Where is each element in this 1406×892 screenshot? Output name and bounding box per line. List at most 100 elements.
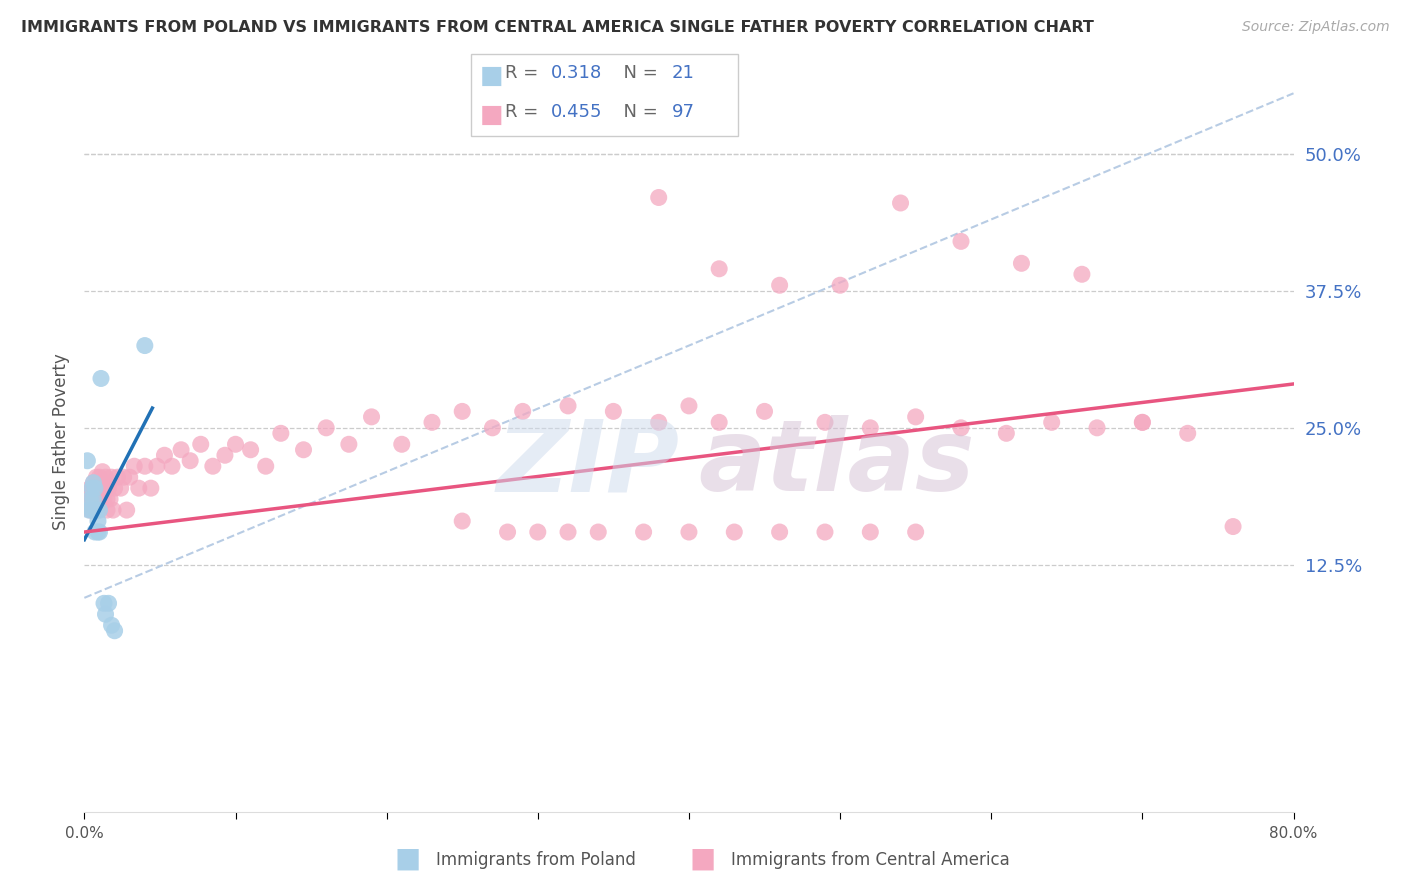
Point — [79, 481, 101, 495]
Text: 0.455: 0.455 — [551, 103, 603, 120]
Point — [170, 442, 193, 457]
Text: Immigrants from Central America: Immigrants from Central America — [731, 851, 1010, 869]
Point — [91, 492, 114, 507]
Point — [1130, 415, 1153, 429]
Point — [315, 421, 337, 435]
Point — [86, 503, 108, 517]
Point — [451, 404, 474, 418]
Point — [769, 278, 792, 293]
Point — [134, 338, 156, 352]
Point — [128, 481, 150, 495]
Point — [94, 470, 117, 484]
Text: Immigrants from Poland: Immigrants from Poland — [436, 851, 636, 869]
Point — [76, 454, 98, 468]
Point — [254, 459, 277, 474]
Point — [769, 524, 792, 539]
Point — [859, 524, 882, 539]
Point — [179, 454, 201, 468]
Point — [859, 421, 882, 435]
Point — [648, 190, 671, 204]
Point — [94, 607, 117, 622]
Point — [84, 503, 107, 517]
Point — [79, 503, 101, 517]
Point — [709, 261, 731, 276]
Point — [814, 524, 837, 539]
Point — [723, 524, 745, 539]
Point — [89, 470, 111, 484]
Point — [76, 486, 98, 500]
Text: ■: ■ — [479, 64, 503, 88]
Point — [93, 492, 115, 507]
Text: 21: 21 — [672, 64, 695, 82]
Point — [93, 475, 115, 490]
Point — [115, 503, 138, 517]
Point — [90, 371, 112, 385]
Point — [160, 459, 183, 474]
Point — [77, 498, 100, 512]
Point — [292, 442, 315, 457]
Point — [481, 421, 503, 435]
Point — [79, 492, 101, 507]
Point — [100, 618, 122, 632]
Text: 97: 97 — [672, 103, 695, 120]
Point — [995, 426, 1018, 441]
Point — [112, 470, 135, 484]
Point — [633, 524, 655, 539]
Text: 0.318: 0.318 — [551, 64, 602, 82]
Point — [420, 415, 443, 429]
Point — [201, 459, 224, 474]
Point — [84, 481, 107, 495]
Point — [100, 470, 122, 484]
Point — [1011, 256, 1033, 270]
Point — [1071, 267, 1094, 281]
Point — [93, 596, 115, 610]
Point — [557, 399, 579, 413]
Point — [678, 524, 700, 539]
Point — [1222, 519, 1244, 533]
Text: atlas: atlas — [699, 416, 976, 512]
Point — [270, 426, 292, 441]
Text: IMMIGRANTS FROM POLAND VS IMMIGRANTS FROM CENTRAL AMERICA SINGLE FATHER POVERTY : IMMIGRANTS FROM POLAND VS IMMIGRANTS FRO… — [21, 20, 1094, 35]
Point — [1040, 415, 1063, 429]
Point — [96, 503, 118, 517]
Point — [89, 503, 111, 517]
Point — [118, 470, 141, 484]
Point — [80, 492, 103, 507]
Point — [214, 448, 236, 462]
Point — [96, 492, 118, 507]
Point — [122, 459, 145, 474]
Point — [190, 437, 212, 451]
Point — [80, 503, 103, 517]
Point — [86, 492, 108, 507]
Y-axis label: Single Father Poverty: Single Father Poverty — [52, 353, 70, 530]
Point — [87, 514, 110, 528]
Point — [754, 404, 776, 418]
Text: N =: N = — [612, 103, 664, 120]
Point — [82, 475, 104, 490]
Point — [602, 404, 624, 418]
Point — [89, 492, 111, 507]
Point — [82, 492, 104, 507]
Point — [84, 481, 107, 495]
Point — [225, 437, 247, 451]
Point — [648, 415, 671, 429]
Point — [80, 481, 103, 495]
Point — [1177, 426, 1199, 441]
Point — [709, 415, 731, 429]
Point — [107, 470, 129, 484]
Point — [80, 503, 103, 517]
Point — [101, 503, 124, 517]
Point — [104, 481, 127, 495]
Point — [153, 448, 176, 462]
Point — [87, 503, 110, 517]
Text: R =: R = — [505, 64, 544, 82]
Point — [90, 475, 112, 490]
Point — [86, 470, 108, 484]
Text: Source: ZipAtlas.com: Source: ZipAtlas.com — [1241, 20, 1389, 34]
Point — [82, 475, 104, 490]
Point — [87, 524, 110, 539]
Point — [557, 524, 579, 539]
Text: ■: ■ — [395, 845, 420, 872]
Point — [391, 437, 413, 451]
Point — [90, 498, 112, 512]
